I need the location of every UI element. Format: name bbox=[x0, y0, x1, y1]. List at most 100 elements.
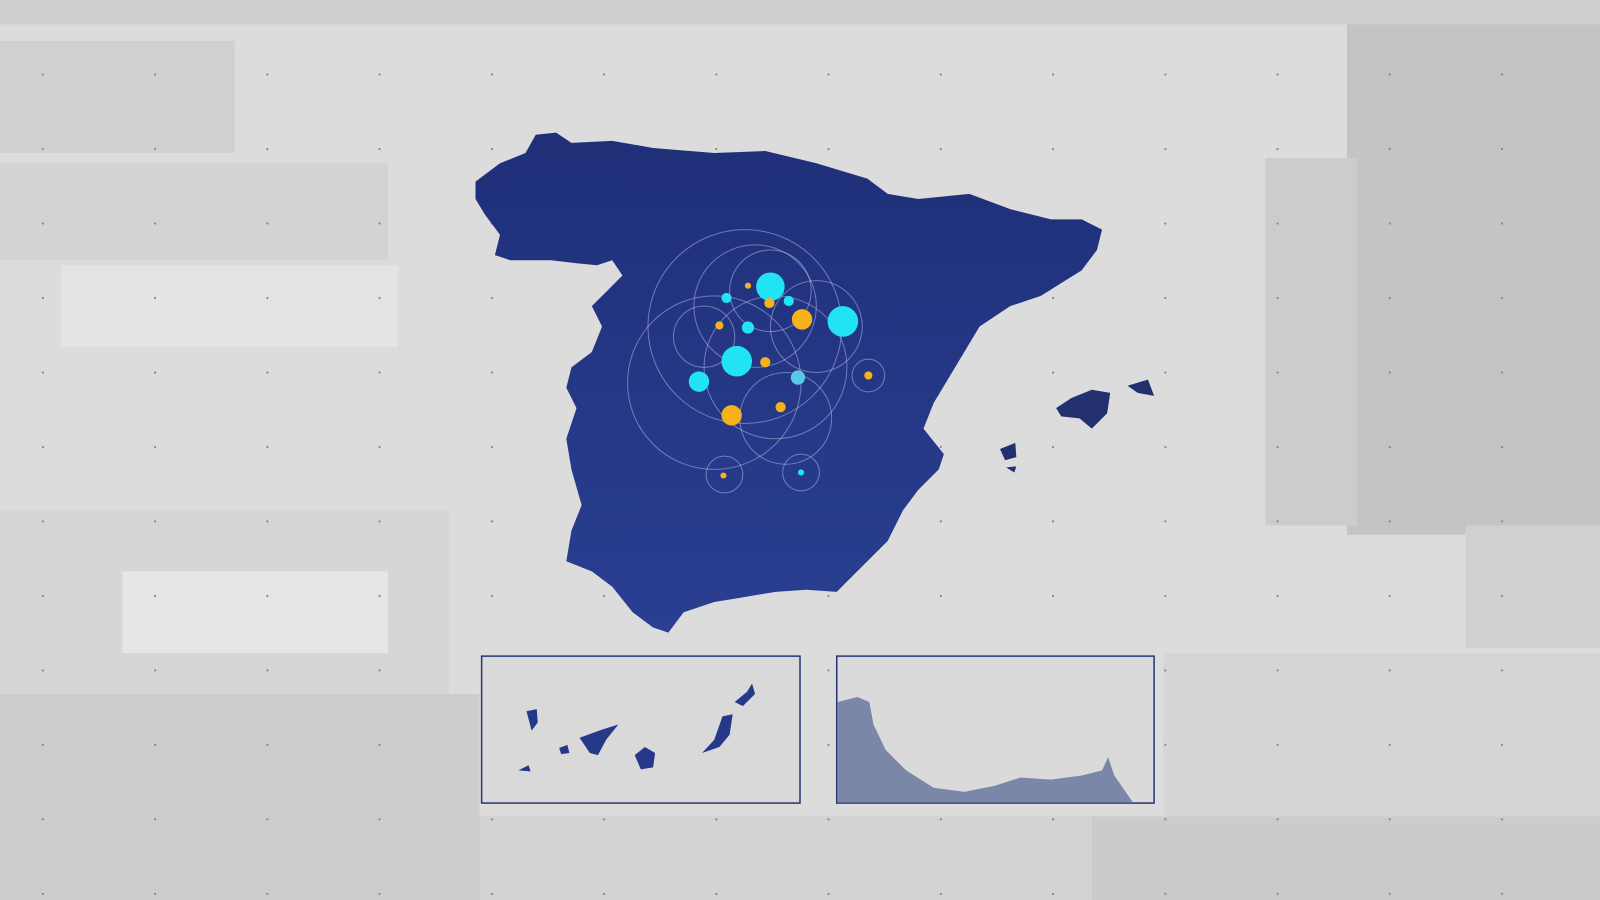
grid-dot bbox=[490, 594, 493, 598]
grid-dot bbox=[41, 147, 44, 151]
grid-dot bbox=[1388, 818, 1391, 821]
inset-frame-canary bbox=[480, 655, 801, 804]
grid-dot bbox=[266, 818, 269, 821]
grid-dot bbox=[41, 73, 44, 76]
grid-dot bbox=[41, 371, 44, 374]
iberian-peninsula-shape bbox=[475, 132, 1103, 633]
grid-dot bbox=[1276, 743, 1279, 747]
formentera-shape bbox=[1006, 466, 1017, 473]
grid-dot bbox=[1051, 147, 1055, 151]
grid-dot bbox=[266, 445, 269, 449]
grid-dot bbox=[153, 147, 157, 151]
grid-dot bbox=[490, 818, 493, 821]
ibiza-shape bbox=[1000, 442, 1017, 461]
grid-dot bbox=[827, 818, 830, 821]
grid-dot bbox=[1388, 669, 1391, 672]
grid-dot bbox=[715, 147, 718, 151]
grid-dot bbox=[490, 445, 493, 449]
grid-dot bbox=[153, 743, 157, 747]
grid-dot bbox=[1388, 594, 1391, 598]
grid-dot bbox=[153, 892, 157, 896]
inset-canary-islands bbox=[480, 655, 801, 804]
grid-dot bbox=[1388, 73, 1391, 76]
grid-dot bbox=[266, 594, 269, 598]
grid-dot bbox=[266, 371, 269, 374]
grid-dot bbox=[378, 371, 381, 374]
grid-dot bbox=[41, 669, 44, 672]
grid-dot bbox=[1276, 296, 1279, 300]
inset-ceuta-melilla bbox=[835, 655, 1155, 804]
cyan-marker bbox=[688, 371, 710, 392]
grid-dot bbox=[1388, 445, 1391, 449]
grid-dot bbox=[1276, 594, 1279, 598]
grid-dot bbox=[378, 892, 381, 896]
grid-dot bbox=[378, 669, 381, 672]
spain-mainland bbox=[475, 132, 1155, 633]
grid-dot bbox=[827, 892, 830, 896]
north-africa-coast bbox=[837, 696, 1133, 803]
amber-marker bbox=[760, 357, 771, 368]
grid-dot bbox=[1164, 743, 1167, 747]
grid-dot bbox=[41, 445, 44, 449]
grid-dot bbox=[490, 520, 493, 523]
grid-dot bbox=[1276, 892, 1279, 896]
grid-dot bbox=[1500, 669, 1504, 672]
grid-dot bbox=[153, 73, 157, 76]
island-fuerteventura bbox=[702, 714, 733, 754]
grid-dot bbox=[1500, 743, 1504, 747]
island-la-palma bbox=[526, 709, 538, 731]
amber-marker bbox=[715, 321, 724, 330]
grid-dot bbox=[602, 892, 606, 896]
ring bbox=[693, 244, 817, 368]
grid-dot bbox=[378, 520, 381, 523]
grid-dot bbox=[41, 222, 44, 225]
grid-dot bbox=[1388, 371, 1391, 374]
grid-dot bbox=[602, 818, 606, 821]
ring bbox=[769, 280, 863, 373]
grid-dot bbox=[1164, 147, 1167, 151]
grid-dot bbox=[266, 892, 269, 896]
grid-dot bbox=[378, 818, 381, 821]
grid-dot bbox=[1388, 892, 1391, 896]
grid-dot bbox=[1500, 371, 1504, 374]
grid-dot bbox=[1164, 371, 1167, 374]
island-gran-canaria bbox=[634, 746, 656, 770]
grid-dot bbox=[1276, 818, 1279, 821]
grid-dot bbox=[1164, 445, 1167, 449]
grid-dot bbox=[41, 296, 44, 300]
grid-dot bbox=[41, 594, 44, 598]
grid-dot bbox=[490, 371, 493, 374]
grid-dot bbox=[490, 73, 493, 76]
grid-dot bbox=[1051, 818, 1055, 821]
grid-dot bbox=[153, 669, 157, 672]
grid-dot bbox=[715, 892, 718, 896]
grid-dot bbox=[266, 222, 269, 225]
grid-dot bbox=[1164, 594, 1167, 598]
grid-dot bbox=[266, 73, 269, 76]
grid-dot bbox=[1276, 222, 1279, 225]
grid-dot bbox=[1276, 520, 1279, 523]
grid-dot bbox=[378, 445, 381, 449]
grid-dot bbox=[1164, 520, 1167, 523]
grid-dot bbox=[939, 520, 942, 523]
grid-dot bbox=[1051, 371, 1055, 374]
grid-dot bbox=[1388, 222, 1391, 225]
mallorca-shape bbox=[1056, 389, 1111, 429]
grid-dot bbox=[1164, 669, 1167, 672]
grid-dot bbox=[602, 73, 606, 76]
grid-dot bbox=[266, 743, 269, 747]
grid-dot bbox=[41, 520, 44, 523]
cyan-marker bbox=[797, 469, 805, 476]
grid-dot bbox=[266, 147, 269, 151]
grid-dot bbox=[378, 73, 381, 76]
menorca-shape bbox=[1127, 379, 1155, 396]
grid-dot bbox=[1164, 892, 1167, 896]
grid-dot bbox=[153, 520, 157, 523]
grid-dot bbox=[153, 818, 157, 821]
grid-dot bbox=[490, 892, 493, 896]
amber-marker bbox=[864, 371, 873, 380]
amber-marker bbox=[721, 405, 742, 426]
island-tenerife bbox=[579, 724, 619, 756]
grid-dot bbox=[1276, 445, 1279, 449]
